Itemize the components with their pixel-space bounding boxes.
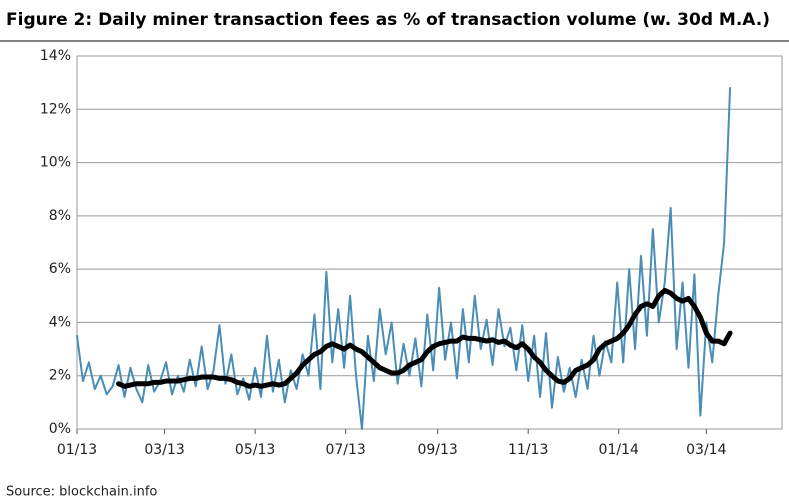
x-tick-label: 03/14	[686, 442, 726, 458]
series-line	[116, 287, 733, 389]
y-tick-label: 12%	[40, 101, 71, 117]
x-tick-label: 07/13	[325, 442, 365, 458]
x-tick-label: 09/13	[417, 442, 457, 458]
x-tick-label: 05/13	[235, 442, 275, 458]
x-tick-label: 01/14	[599, 442, 639, 458]
x-tick-label: 03/13	[144, 442, 184, 458]
y-tick-label: 4%	[49, 314, 71, 330]
plot-frame	[76, 55, 783, 430]
y-tick-label: 0%	[49, 421, 71, 437]
chart-title: Figure 2: Daily miner transaction fees a…	[6, 10, 770, 30]
x-tick-label: 11/13	[508, 442, 548, 458]
y-tick-label: 2%	[49, 368, 71, 384]
y-tick-label: 14%	[40, 48, 71, 64]
source: Source: blockchain.info	[6, 485, 157, 500]
y-tick-label: 8%	[49, 208, 71, 224]
x-tick-label: 01/13	[57, 442, 97, 458]
series-line	[76, 86, 732, 430]
y-tick-label: 6%	[49, 261, 71, 277]
y-tick-label: 10%	[40, 155, 71, 171]
